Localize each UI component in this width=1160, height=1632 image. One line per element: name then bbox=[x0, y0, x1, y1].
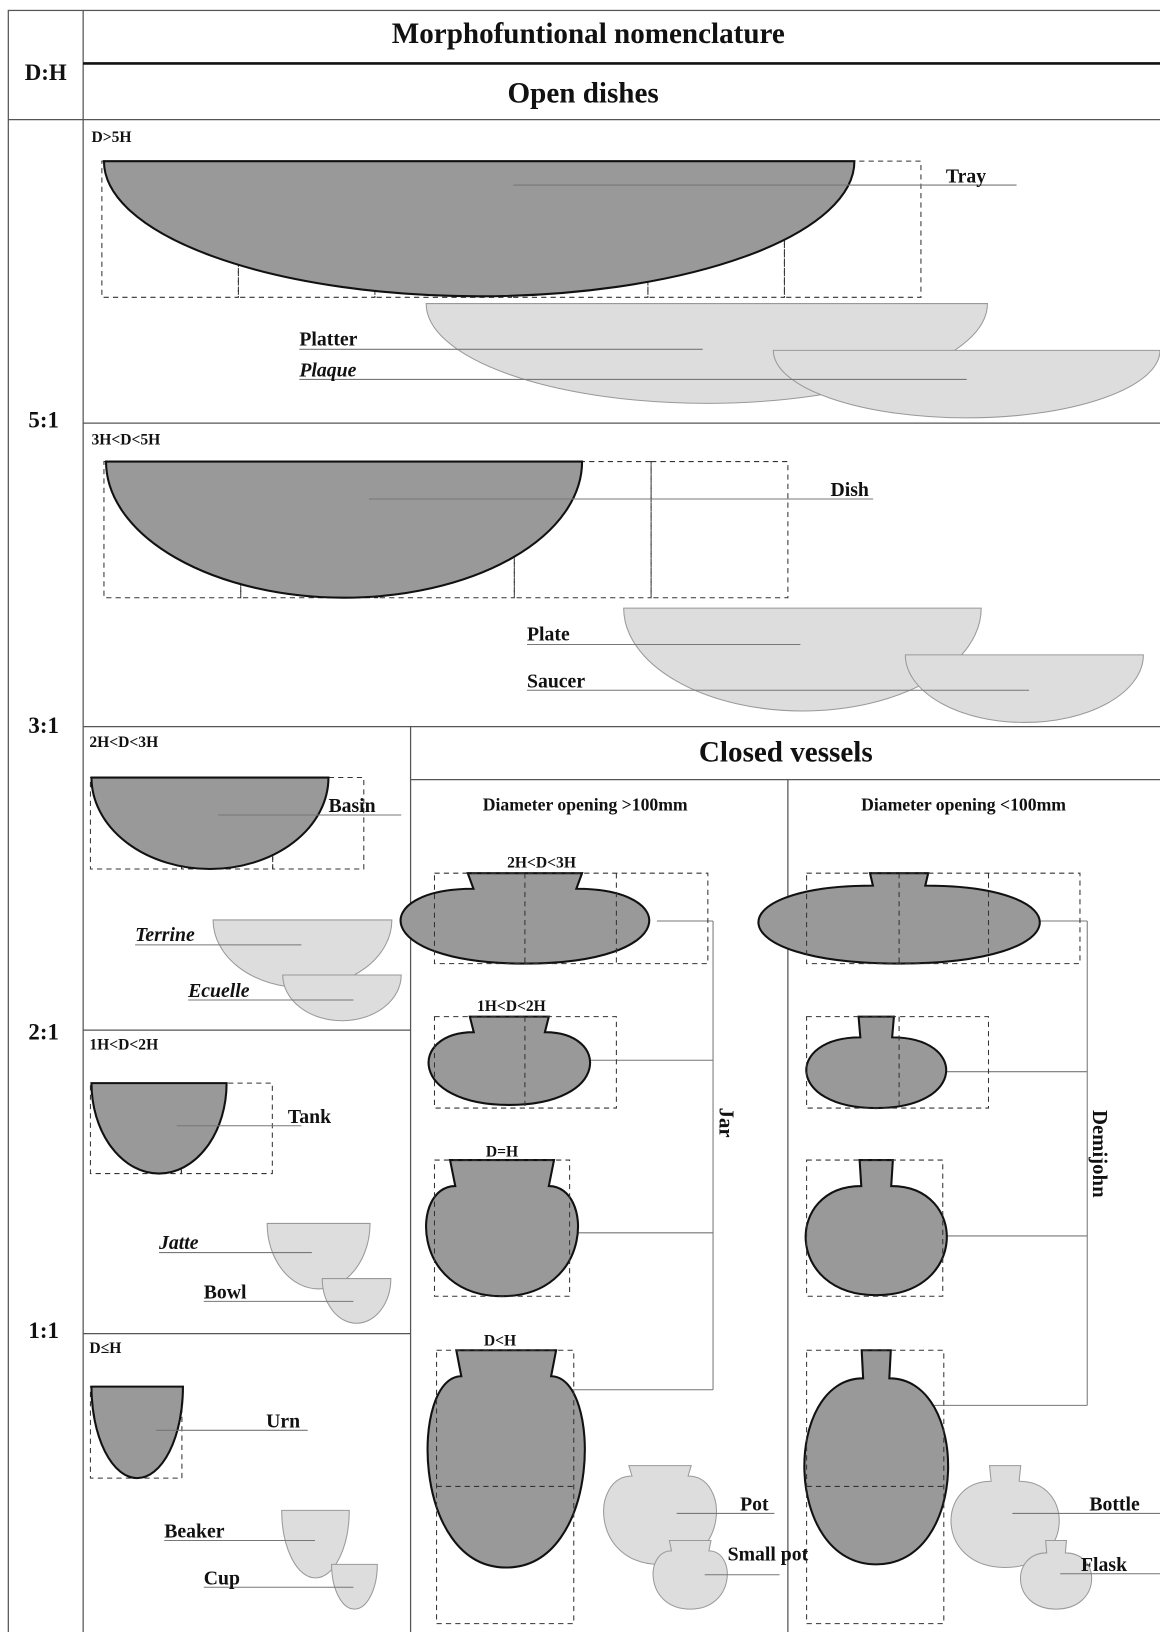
vessel-name: Ecuelle bbox=[187, 980, 250, 1002]
section-title: Closed vessels bbox=[699, 736, 873, 768]
condition: D=H bbox=[486, 1143, 518, 1160]
outer-frame bbox=[7, 9, 1160, 1632]
condition: 2H<D<3H bbox=[89, 734, 158, 751]
vessel-name: Small pot bbox=[728, 1544, 809, 1566]
vessel-profile bbox=[427, 1015, 592, 1107]
vessel-profile bbox=[803, 1349, 950, 1566]
vessel-profile bbox=[104, 460, 584, 599]
condition: 1H<D<2H bbox=[89, 1036, 158, 1053]
vessel-name: Terrine bbox=[135, 924, 195, 946]
vessel-name: Cup bbox=[204, 1568, 240, 1590]
vessel-silhouette bbox=[321, 1278, 392, 1324]
vessel-name: Pot bbox=[740, 1494, 769, 1516]
vessel-profile bbox=[90, 1082, 228, 1175]
grid-box bbox=[806, 872, 1081, 965]
vessel-profile bbox=[425, 1159, 579, 1298]
grid-box bbox=[806, 1159, 944, 1297]
demijohn-bracket bbox=[888, 920, 1088, 1406]
ratio-label: 5:1 bbox=[28, 407, 58, 432]
ratio-label: 3:1 bbox=[28, 713, 58, 738]
vessel-name: Saucer bbox=[527, 670, 585, 692]
condition: 3H<D<5H bbox=[91, 431, 160, 448]
condition: 1H<D<2H bbox=[477, 998, 546, 1015]
group-label: Jar bbox=[715, 1108, 738, 1138]
vessel-name: Bowl bbox=[204, 1282, 247, 1304]
grid-box bbox=[433, 1016, 617, 1109]
vessel-profile bbox=[426, 1349, 586, 1569]
condition: D<H bbox=[484, 1333, 516, 1350]
vessel-name: Beaker bbox=[164, 1521, 225, 1543]
vessel-profile bbox=[102, 160, 856, 298]
ratio-label: 1:1 bbox=[28, 1318, 58, 1343]
grid-box bbox=[650, 461, 789, 599]
vessel-profile bbox=[805, 1015, 948, 1110]
vessel-silhouette bbox=[1020, 1539, 1093, 1610]
grid-box bbox=[806, 1016, 990, 1109]
column-heading: Diameter opening >100mm bbox=[483, 795, 688, 815]
vessel-silhouette bbox=[266, 1222, 371, 1290]
vessel-name: Tank bbox=[288, 1106, 331, 1128]
grid-box bbox=[433, 872, 709, 965]
grid-box bbox=[180, 1082, 273, 1175]
vessel-name: Basin bbox=[328, 795, 375, 817]
vessel-name: Bottle bbox=[1089, 1494, 1140, 1516]
ratio-label: 2:1 bbox=[28, 1020, 58, 1045]
vessel-silhouette bbox=[623, 607, 982, 712]
vessel-name: Flask bbox=[1081, 1554, 1127, 1576]
vessel-silhouette bbox=[904, 654, 1144, 723]
vessel-silhouette bbox=[652, 1539, 728, 1610]
vessel-silhouette bbox=[331, 1563, 378, 1610]
condition: 2H<D<3H bbox=[507, 854, 576, 871]
vessel-profile bbox=[90, 776, 330, 871]
grid-box bbox=[433, 1159, 571, 1297]
condition: D≤H bbox=[89, 1340, 121, 1357]
vessel-silhouette bbox=[282, 974, 402, 1022]
column-header: D:H bbox=[25, 60, 67, 85]
vessel-name: Platter bbox=[299, 329, 357, 351]
vessel-name: Tray bbox=[946, 165, 986, 187]
vessel-silhouette bbox=[281, 1509, 350, 1579]
vessel-profile bbox=[90, 1385, 184, 1480]
grid-box bbox=[89, 777, 183, 870]
vessel-name: Dish bbox=[831, 479, 869, 501]
title: Morphofuntional nomenclature bbox=[392, 18, 785, 50]
column-heading: Diameter opening <100mm bbox=[861, 795, 1066, 815]
vessel-silhouette bbox=[950, 1465, 1060, 1569]
vessel-name: Urn bbox=[266, 1411, 300, 1433]
group-label: Demijohn bbox=[1088, 1110, 1111, 1198]
vessel-silhouette bbox=[772, 349, 1160, 419]
condition: D>5H bbox=[91, 129, 131, 146]
subtitle: Open dishes bbox=[508, 77, 659, 109]
vessel-name: Plate bbox=[527, 624, 570, 646]
vessel-name: Plaque bbox=[298, 360, 356, 382]
vessel-name: Jatte bbox=[158, 1232, 199, 1254]
vessel-profile bbox=[804, 1159, 948, 1297]
jar-bracket bbox=[535, 920, 714, 1391]
